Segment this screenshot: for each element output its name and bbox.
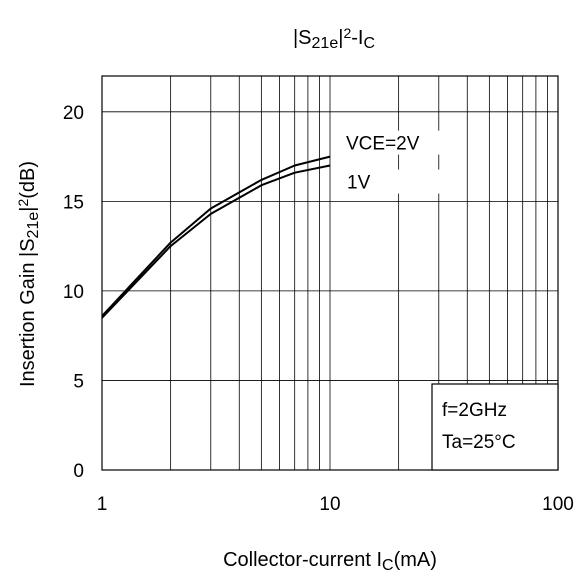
condition-text: Ta=25°C	[442, 432, 516, 453]
y-tick-label: 20	[63, 103, 84, 124]
y-tick-label: 0	[73, 461, 84, 482]
y-axis-title: Insertion Gain |S21e|2(dB)	[15, 161, 42, 387]
y-tick-label: 10	[63, 282, 84, 303]
titles: |S21e|2-IC Collector-current IC(mA) Insert…	[15, 25, 437, 574]
series-lines	[101, 155, 331, 319]
plot-frame	[101, 75, 559, 471]
condition-text: f=2GHz	[442, 400, 507, 421]
series-label-vce-1v: 1V	[347, 173, 371, 194]
condition-box-frame	[431, 383, 559, 471]
condition-box: f=2GHz Ta=25°C	[431, 383, 559, 471]
series-label-vce-2v: VCE=2V	[346, 134, 420, 155]
series-label-bg	[340, 169, 440, 194]
x-tick-label: 10	[319, 494, 340, 515]
series-line-vce-1v	[101, 164, 331, 319]
y-tick-label: 5	[73, 371, 84, 392]
x-tick-label: 100	[542, 494, 574, 515]
y-tick-label: 15	[63, 192, 84, 213]
series-line-vce-2v	[101, 155, 331, 317]
chart-title: |S21e|2-IC	[293, 25, 375, 52]
series-label-bg	[340, 130, 440, 155]
series-labels: VCE=2V 1V	[340, 130, 440, 194]
axes: 1 10 100 0 5 10 15 20	[63, 103, 574, 515]
x-axis-title: Collector-current IC(mA)	[223, 549, 437, 574]
x-tick-label: 1	[97, 494, 108, 515]
